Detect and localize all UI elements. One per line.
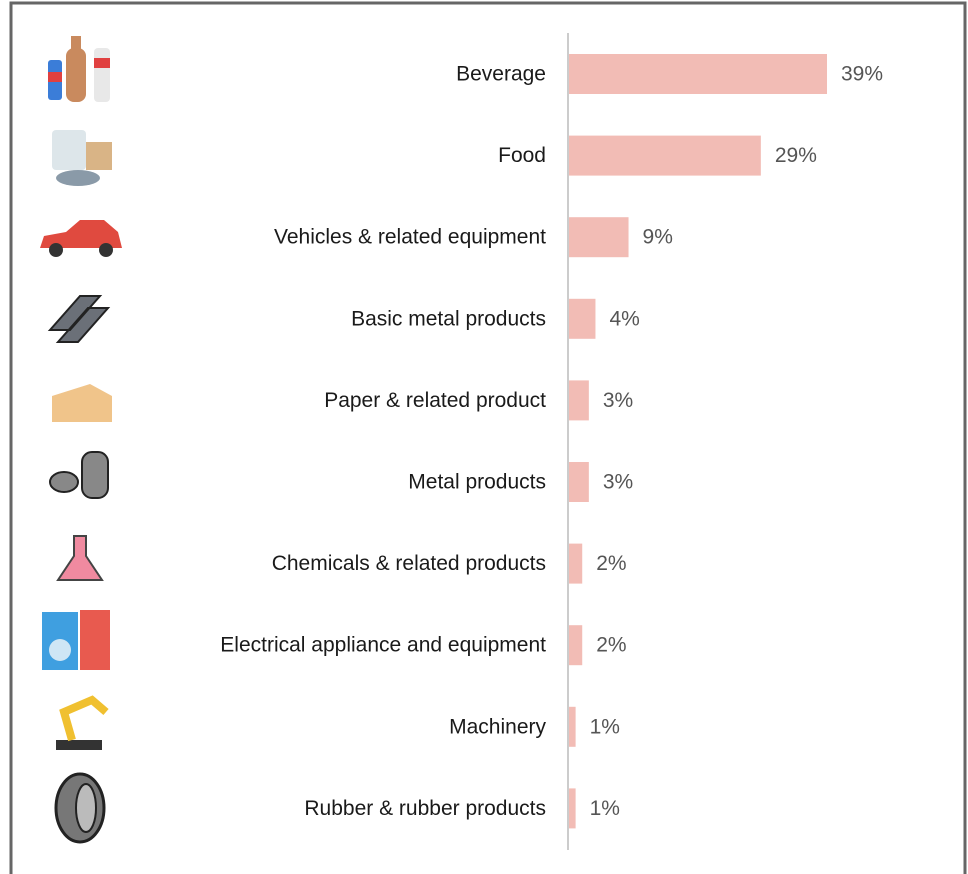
icon (47, 295, 111, 343)
icon (99, 243, 113, 257)
category-label: Food (498, 144, 546, 167)
icon (66, 48, 86, 102)
value-label: 9% (643, 226, 673, 249)
value-label: 29% (775, 144, 817, 167)
icon (56, 535, 104, 581)
bar (569, 625, 583, 666)
value-label: 1% (590, 797, 620, 820)
category-label: Paper & related product (324, 389, 546, 412)
bar (569, 380, 589, 421)
category-label: Chemicals & related products (272, 552, 546, 575)
icon (94, 48, 110, 102)
bar (569, 543, 583, 584)
value-label: 4% (609, 307, 639, 330)
icon (49, 639, 71, 661)
icon (49, 471, 79, 493)
category-label: Metal products (408, 471, 546, 494)
category-label: Machinery (449, 715, 546, 738)
icon (56, 170, 100, 186)
bar (569, 298, 596, 339)
value-label: 1% (590, 715, 620, 738)
bar (569, 217, 629, 258)
category-label: Rubber & rubber products (304, 797, 546, 820)
bar (569, 706, 576, 747)
frame (9, 1, 967, 874)
icon (52, 384, 112, 422)
icon (86, 142, 112, 170)
bar (569, 54, 827, 94)
icon (56, 740, 102, 750)
category-label: Basic metal products (351, 307, 546, 330)
icons (40, 36, 122, 844)
value-label: 3% (603, 389, 633, 412)
value-label: 3% (603, 471, 633, 494)
icon (40, 220, 122, 248)
icon (48, 72, 62, 82)
icon (75, 783, 97, 833)
category-label: Beverage (456, 63, 546, 86)
icon (59, 695, 109, 742)
icon (81, 451, 109, 499)
icon (94, 58, 110, 68)
bar (569, 462, 589, 502)
icon (71, 36, 81, 52)
icon (80, 610, 110, 670)
icon (52, 130, 86, 170)
value-label: 2% (596, 634, 626, 657)
bar (569, 135, 761, 176)
bar (569, 788, 576, 829)
category-label: Electrical appliance and equipment (220, 634, 546, 657)
value-label: 39% (841, 63, 883, 86)
icon (49, 243, 63, 257)
category-label: Vehicles & related equipment (274, 226, 546, 249)
value-label: 2% (596, 552, 626, 575)
